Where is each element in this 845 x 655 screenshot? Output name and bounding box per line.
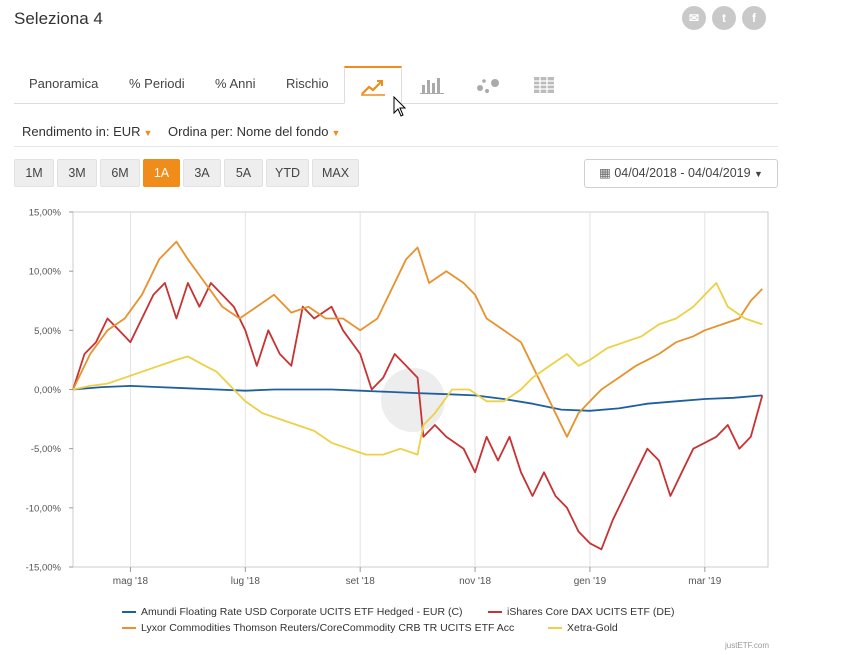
x-tick-label: mag '18 [113, 576, 149, 587]
legend-label: Lyxor Commodities Thomson Reuters/CoreCo… [141, 622, 515, 634]
sort-value: Nome del fondo [236, 124, 329, 139]
period-button-3a[interactable]: 3A [183, 159, 221, 187]
legend-swatch [488, 611, 502, 613]
legend-label: Amundi Floating Rate USD Corporate UCITS… [141, 606, 463, 618]
tab-rischio[interactable]: Rischio [286, 76, 329, 91]
y-tick-label: -15,00% [26, 563, 62, 574]
currency-label: Rendimento in: [22, 124, 110, 139]
mouse-cursor-icon [393, 96, 407, 117]
tab-scatter-chart[interactable] [460, 66, 516, 102]
tab-bar-chart[interactable] [404, 66, 460, 102]
y-tick-label: -5,00% [31, 444, 62, 455]
social-links: ✉ t f [682, 6, 766, 30]
x-tick-label: gen '19 [574, 576, 607, 587]
legend-swatch [122, 611, 136, 613]
x-tick-label: nov '18 [459, 576, 491, 587]
legend-item-ishares[interactable]: iShares Core DAX UCITS ETF (DE) [488, 606, 674, 618]
legend-label: Xetra-Gold [567, 622, 618, 634]
tab-table-grid[interactable] [516, 66, 572, 102]
page-title: Seleziona 4 [14, 9, 103, 28]
x-tick-label: set '18 [346, 576, 376, 587]
legend-swatch [548, 627, 562, 629]
chevron-down-icon: ▼ [331, 128, 341, 138]
performance-chart: 15,00% 10,00% 5,00% 0,00% -5,00% -10,00% -15,0… [26, 208, 769, 587]
series-line-1 [72, 282, 764, 551]
facebook-icon[interactable]: f [742, 6, 766, 30]
currency-value: EUR [113, 124, 141, 139]
legend-item-lyxor[interactable]: Lyxor Commodities Thomson Reuters/CoreCo… [122, 622, 514, 634]
scatter-chart-icon [477, 78, 499, 93]
tab-panoramica[interactable]: Panoramica [29, 76, 99, 91]
bar-chart-icon [420, 77, 444, 94]
y-tick-label: 5,00% [34, 326, 61, 337]
currency-filter[interactable]: Rendimento in: EUR ▼ [22, 124, 152, 139]
period-button-1a[interactable]: 1A [143, 159, 180, 187]
date-range-value: 04/04/2018 - 04/04/2019 [614, 166, 751, 180]
legend-item-amundi[interactable]: Amundi Floating Rate USD Corporate UCITS… [122, 606, 463, 618]
y-tick-label: 10,00% [29, 267, 62, 278]
legend-swatch [122, 627, 136, 629]
view-tabs: Panoramica % Periodi % Anni Rischio [14, 66, 778, 104]
table-grid-icon [534, 76, 554, 93]
y-tick-label: -10,00% [26, 503, 62, 514]
tab-line-chart[interactable] [344, 66, 402, 104]
period-button-5a[interactable]: 5A [224, 159, 263, 187]
line-chart-icon [361, 79, 385, 96]
sort-filter[interactable]: Ordina per: Nome del fondo ▼ [168, 124, 340, 139]
period-button-1m[interactable]: 1M [14, 159, 54, 187]
period-button-ytd[interactable]: YTD [266, 159, 309, 187]
legend-label: iShares Core DAX UCITS ETF (DE) [507, 606, 675, 618]
legend-item-gold[interactable]: Xetra-Gold [548, 622, 618, 634]
series-line-2 [72, 240, 763, 438]
series-line-0 [72, 384, 763, 412]
tab-periodi[interactable]: % Periodi [129, 76, 185, 91]
sort-label: Ordina per: [168, 124, 234, 139]
date-range-picker[interactable]: ▦ 04/04/2018 - 04/04/2019 ▼ [584, 159, 778, 188]
caret-down-icon: ▼ [754, 169, 763, 179]
y-tick-label: 15,00% [29, 208, 62, 219]
x-tick-label: lug '18 [231, 576, 261, 587]
filter-bar: Rendimento in: EUR ▼ Ordina per: Nome del… [14, 112, 778, 147]
email-icon[interactable]: ✉ [682, 6, 706, 30]
chevron-down-icon: ▼ [143, 128, 153, 138]
period-button-max[interactable]: MAX [312, 159, 359, 187]
y-tick-label: 0,00% [34, 385, 61, 396]
series-line-3 [72, 282, 763, 456]
period-button-3m[interactable]: 3M [57, 159, 97, 187]
credit-text: justETF.com [724, 641, 769, 650]
calendar-icon: ▦ [599, 166, 611, 180]
period-button-6m[interactable]: 6M [100, 159, 140, 187]
x-tick-label: mar '19 [688, 576, 721, 587]
tab-anni[interactable]: % Anni [215, 76, 256, 91]
twitter-icon[interactable]: t [712, 6, 736, 30]
